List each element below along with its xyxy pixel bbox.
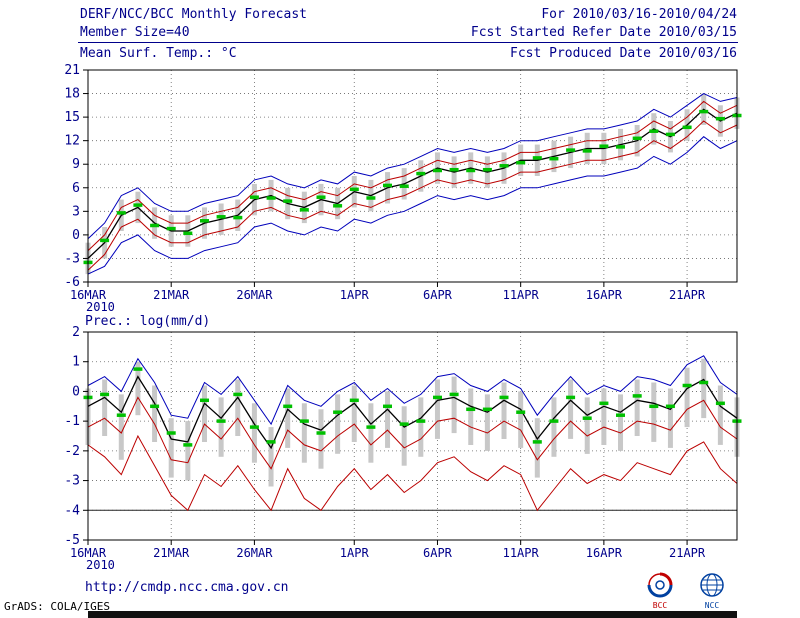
refer-date-label: Fcst Started Refer Date 2010/03/15 (470, 25, 737, 40)
plot-frame (87, 69, 738, 283)
forecast-range-label: For 2010/03/16-2010/04/24 (541, 7, 737, 22)
temperature-chart: -6 -3 0 3 6 9 12 15 18 21 16MAR 21MAR 26MAR 1APR 6APR 1… (64, 63, 742, 314)
precipitation-chart: -5 -4 -3 -2 -1 0 1 2 16MAR 21MAR 26MAR 1APR 6APR 11AP… (64, 325, 742, 572)
bcc-logo: BCC (640, 572, 680, 610)
axes: -6 -3 0 3 6 9 12 15 18 21 16MAR 21MAR 26MAR 1APR 6APR 1… (64, 63, 706, 314)
dashes-median (83, 367, 742, 447)
bcc-logo-label: BCC (652, 601, 668, 610)
produced-date-label: Fcst Produced Date 2010/03/16 (510, 46, 737, 61)
ensemble-spread-bars (85, 358, 740, 487)
ncc-logo: NCC (688, 572, 736, 610)
svg-text:-5: -5 (64, 533, 80, 548)
header-divider (78, 42, 738, 43)
bcc-logo-icon (647, 572, 673, 598)
svg-text:1APR: 1APR (340, 546, 370, 560)
series-lower-envelope (87, 136, 738, 275)
plot-frame (87, 331, 738, 541)
series-lower-quartile (87, 120, 738, 271)
svg-text:6APR: 6APR (423, 546, 453, 560)
svg-text:6APR: 6APR (423, 288, 453, 302)
svg-text:-2: -2 (64, 444, 80, 459)
dashes-median (83, 109, 742, 265)
page-title: DERF/NCC/BCC Monthly Forecast (80, 7, 307, 22)
svg-text:21: 21 (64, 63, 80, 78)
ensemble-spread-bars (85, 93, 740, 275)
svg-text:1APR: 1APR (340, 288, 370, 302)
source-url-link[interactable]: http://cmdp.ncc.cma.gov.cn (85, 580, 289, 595)
svg-text:15: 15 (64, 110, 80, 125)
svg-text:0: 0 (72, 228, 80, 243)
svg-text:26MAR: 26MAR (236, 546, 273, 560)
svg-text:11APR: 11APR (503, 546, 540, 560)
series-upper-envelope (87, 93, 738, 240)
axes: -5 -4 -3 -2 -1 0 1 2 16MAR 21MAR 26MAR 1APR 6APR 11AP… (64, 325, 706, 572)
series-upper-quartile (87, 100, 738, 251)
svg-text:-3: -3 (64, 251, 80, 266)
svg-text:12: 12 (64, 134, 80, 149)
temp-panel-title: Mean Surf. Temp.: °C (80, 46, 237, 61)
grid (88, 70, 737, 282)
series-ensemble-mean (87, 108, 738, 259)
svg-text:16MAR: 16MAR (70, 288, 107, 302)
svg-text:1: 1 (72, 355, 80, 370)
ncc-logo-label: NCC (704, 601, 720, 610)
svg-text:16MAR: 16MAR (70, 546, 107, 560)
grads-credit: GrADS: COLA/IGES (4, 600, 110, 613)
svg-text:9: 9 (72, 157, 80, 172)
svg-text:-3: -3 (64, 474, 80, 489)
svg-text:21APR: 21APR (669, 288, 706, 302)
svg-text:2: 2 (72, 325, 80, 340)
svg-text:-6: -6 (64, 275, 80, 290)
series-ensemble-mean (87, 375, 738, 450)
svg-text:21MAR: 21MAR (153, 288, 190, 302)
bottom-strip (88, 611, 737, 618)
svg-text:0: 0 (72, 384, 80, 399)
svg-text:26MAR: 26MAR (236, 288, 273, 302)
svg-text:21MAR: 21MAR (153, 546, 190, 560)
svg-text:16APR: 16APR (586, 546, 623, 560)
prec-panel-title: Prec.: log(mm/d) (85, 314, 211, 329)
ncc-logo-icon (700, 573, 724, 597)
series-upper-envelope (87, 355, 738, 426)
member-size-label: Member Size=40 (80, 25, 190, 40)
svg-text:2010: 2010 (86, 300, 115, 314)
svg-text:2010: 2010 (86, 558, 115, 572)
svg-text:-1: -1 (64, 414, 80, 429)
svg-text:21APR: 21APR (669, 546, 706, 560)
svg-text:3: 3 (72, 204, 80, 219)
svg-text:11APR: 11APR (503, 288, 540, 302)
svg-text:16APR: 16APR (586, 288, 623, 302)
svg-text:18: 18 (64, 87, 80, 102)
series-lower-envelope (87, 434, 738, 512)
series-lower-quartile (87, 396, 738, 470)
svg-text:6: 6 (72, 181, 80, 196)
svg-text:-4: -4 (64, 503, 80, 518)
